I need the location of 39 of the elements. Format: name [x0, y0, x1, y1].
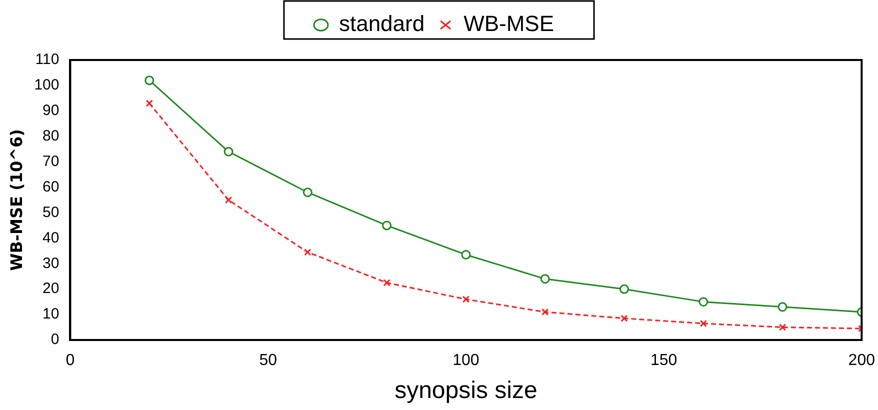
point	[224, 146, 234, 156]
point	[144, 76, 154, 86]
y-tick-label: 30	[42, 254, 60, 272]
point	[382, 220, 392, 230]
point	[146, 100, 153, 107]
point	[461, 250, 471, 260]
x-axis-title: synopsis size	[394, 377, 538, 404]
point	[383, 279, 390, 286]
point	[462, 296, 470, 303]
y-tick-label: 0	[50, 331, 60, 348]
y-axis-title: WB-MSE (10^6)	[6, 129, 26, 271]
y-tick-label: 70	[42, 152, 60, 170]
point	[778, 324, 786, 331]
point	[302, 188, 312, 198]
y-tick-label: 50	[42, 204, 60, 221]
y-tick-label: 110	[35, 51, 60, 68]
legend-label: standard	[338, 11, 425, 36]
y-tick-label: 20	[42, 280, 60, 298]
point	[698, 297, 708, 307]
x-tick-label: 150	[650, 352, 678, 370]
point	[540, 274, 550, 284]
point	[778, 302, 788, 312]
legend-label: WB-MSE	[464, 11, 554, 36]
point	[542, 308, 549, 316]
x-tick-label: 100	[452, 352, 480, 370]
x-tick-label: 50	[259, 352, 278, 370]
y-tick-label: 90	[42, 102, 60, 120]
y-tick-label: 10	[42, 306, 60, 323]
x-tick-label: 0	[66, 352, 75, 370]
point	[620, 314, 628, 322]
y-tick-label: 100	[34, 76, 60, 94]
point	[224, 196, 232, 204]
point	[619, 284, 629, 294]
x-tick-label: 200	[848, 352, 876, 370]
point	[304, 248, 312, 256]
y-tick-label: 60	[42, 178, 60, 196]
y-tick-label: 40	[42, 229, 60, 246]
y-tick-label: 80	[42, 128, 60, 145]
point	[700, 320, 707, 328]
